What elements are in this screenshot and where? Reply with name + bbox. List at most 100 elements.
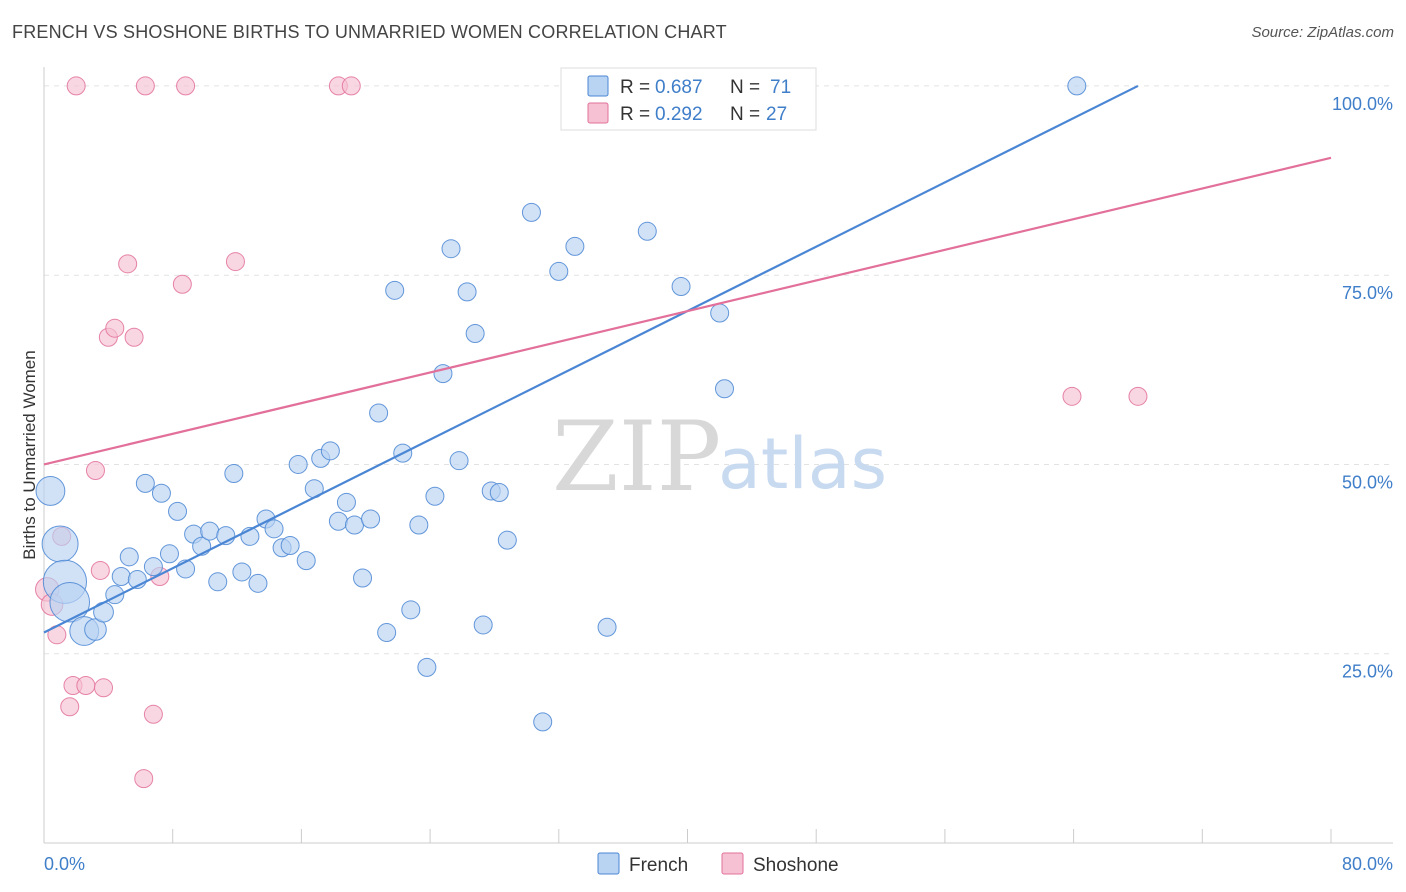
legend: R = 0.687 N = 71 R = 0.292 N = 27 [560, 67, 817, 131]
legend-r-label: R = [620, 77, 650, 98]
grid-lines [44, 85, 1393, 655]
point-french [320, 441, 340, 461]
point-shoshone [341, 76, 361, 96]
point-french [489, 482, 509, 502]
legend-n-label: N = [730, 104, 760, 125]
point-french [361, 509, 381, 529]
point-shoshone [1128, 386, 1148, 406]
point-french [344, 515, 364, 535]
point-french [533, 712, 553, 732]
scatter-points [35, 76, 1148, 789]
point-french [296, 551, 316, 571]
point-french [224, 464, 244, 484]
point-french [377, 623, 397, 643]
y-tick-label: 75.0% [1342, 283, 1393, 303]
bottom-legend-french: French [629, 855, 688, 876]
point-french [597, 617, 617, 637]
point-shoshone [94, 678, 114, 698]
point-french [151, 483, 171, 503]
y-axis-label: Births to Unmarried Women [20, 350, 39, 559]
point-shoshone [225, 252, 245, 272]
point-french [457, 282, 477, 302]
chart-title: FRENCH VS SHOSHONE BIRTHS TO UNMARRIED W… [12, 22, 727, 42]
legend-r-shoshone: 0.292 [655, 104, 703, 125]
y-tick-labels: 25.0% 50.0% 75.0% 100.0% [1332, 94, 1393, 682]
point-french [264, 519, 284, 539]
point-french [49, 581, 91, 623]
bottom-legend: French Shoshone [597, 852, 839, 876]
point-french [143, 557, 163, 577]
x-tick-label-max: 80.0% [1342, 854, 1393, 874]
point-shoshone [172, 274, 192, 294]
point-shoshone [85, 461, 105, 481]
x-tick-label-min: 0.0% [44, 854, 85, 874]
point-french [84, 618, 107, 641]
y-tick-label: 25.0% [1342, 662, 1393, 682]
point-shoshone [143, 704, 163, 724]
point-french [417, 657, 437, 677]
point-french [425, 486, 445, 506]
point-french [715, 379, 735, 399]
point-french [449, 451, 469, 471]
point-shoshone [105, 318, 125, 338]
legend-swatch-french [587, 75, 609, 97]
bottom-legend-swatch-french [597, 852, 620, 875]
point-shoshone [1062, 386, 1082, 406]
point-french [465, 323, 485, 343]
legend-swatch-shoshone [587, 102, 609, 124]
point-french [280, 535, 300, 555]
point-shoshone [118, 254, 138, 274]
point-french [473, 615, 493, 635]
point-french [111, 567, 131, 587]
point-french [336, 492, 356, 512]
point-french [671, 277, 691, 297]
point-french [135, 473, 155, 493]
point-shoshone [176, 76, 196, 96]
point-shoshone [76, 676, 96, 696]
point-shoshone [90, 560, 110, 580]
point-french [200, 521, 220, 541]
point-shoshone [124, 327, 144, 347]
axes [43, 67, 1393, 844]
point-french [521, 202, 541, 222]
trend-lines [43, 84, 1332, 634]
trend-line-shoshone [43, 156, 1332, 466]
y-tick-label: 100.0% [1332, 94, 1393, 114]
point-french [497, 530, 517, 550]
legend-r-label: R = [620, 104, 650, 125]
point-shoshone [66, 76, 86, 96]
bottom-legend-shoshone: Shoshone [753, 855, 839, 876]
point-french [168, 501, 188, 521]
legend-n-label: N = [730, 77, 760, 98]
point-french [385, 280, 405, 300]
point-french [248, 573, 268, 593]
point-shoshone [134, 769, 154, 789]
point-french [549, 261, 569, 281]
legend-r-french: 0.687 [655, 77, 703, 98]
point-french [565, 236, 585, 256]
trend-line-french [43, 84, 1139, 634]
point-french [232, 562, 252, 582]
point-french [208, 572, 228, 592]
bottom-legend-swatch-shoshone [721, 852, 744, 875]
watermark-atlas: atlas [718, 423, 887, 505]
point-french [441, 239, 461, 259]
point-french [369, 403, 389, 423]
point-french [328, 511, 348, 531]
point-french [119, 547, 139, 567]
legend-n-shoshone: 27 [766, 104, 787, 125]
watermark: ZIP atlas [552, 401, 887, 513]
point-shoshone [135, 76, 155, 96]
point-french [401, 600, 421, 620]
watermark-zip: ZIP [552, 401, 721, 513]
legend-n-french: 71 [770, 77, 791, 98]
source-label: Source: ZipAtlas.com [1251, 24, 1394, 41]
point-french [288, 454, 308, 474]
point-french [353, 568, 373, 588]
y-tick-label: 50.0% [1342, 472, 1393, 492]
point-shoshone [60, 697, 80, 717]
point-french [710, 303, 730, 323]
point-french [41, 525, 79, 563]
point-french [637, 221, 657, 241]
